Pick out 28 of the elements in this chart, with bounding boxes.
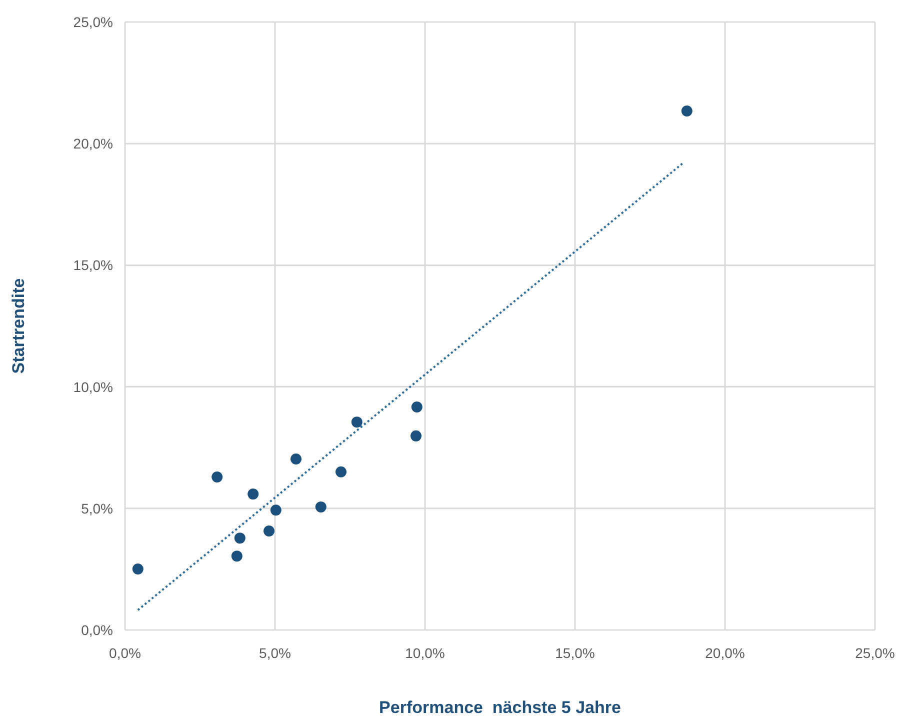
y-tick-label: 25,0%: [73, 14, 113, 30]
point: [132, 563, 144, 574]
point: [410, 430, 422, 442]
point: [248, 488, 259, 500]
y-tick-label: 10,0%: [73, 378, 113, 395]
point: [212, 472, 223, 483]
point: [411, 401, 422, 412]
point: [290, 454, 302, 465]
point: [234, 532, 246, 544]
point: [264, 526, 274, 537]
point: [315, 501, 326, 512]
x-tick-label: 10,0%: [405, 645, 445, 661]
y-tick-label: 5,0%: [81, 500, 113, 516]
x-tick-label: 25,0%: [855, 645, 895, 661]
y-tick-label: 20,0%: [73, 136, 113, 152]
x-tick-label: 0,0%: [109, 645, 141, 661]
point: [681, 106, 692, 117]
point: [336, 466, 346, 478]
y-tick-label: 0,0%: [81, 622, 113, 638]
x-axis-title: Performance nächste 5 Jahre: [379, 698, 621, 717]
point: [351, 416, 362, 428]
y-axis-title: Startrendite: [9, 278, 28, 374]
point: [270, 504, 282, 516]
x-tick-label: 15,0%: [555, 645, 595, 661]
point: [231, 550, 242, 562]
x-tick-label: 20,0%: [705, 645, 745, 661]
y-tick-label: 15,0%: [73, 257, 113, 274]
x-tick-label: 5,0%: [259, 645, 291, 661]
